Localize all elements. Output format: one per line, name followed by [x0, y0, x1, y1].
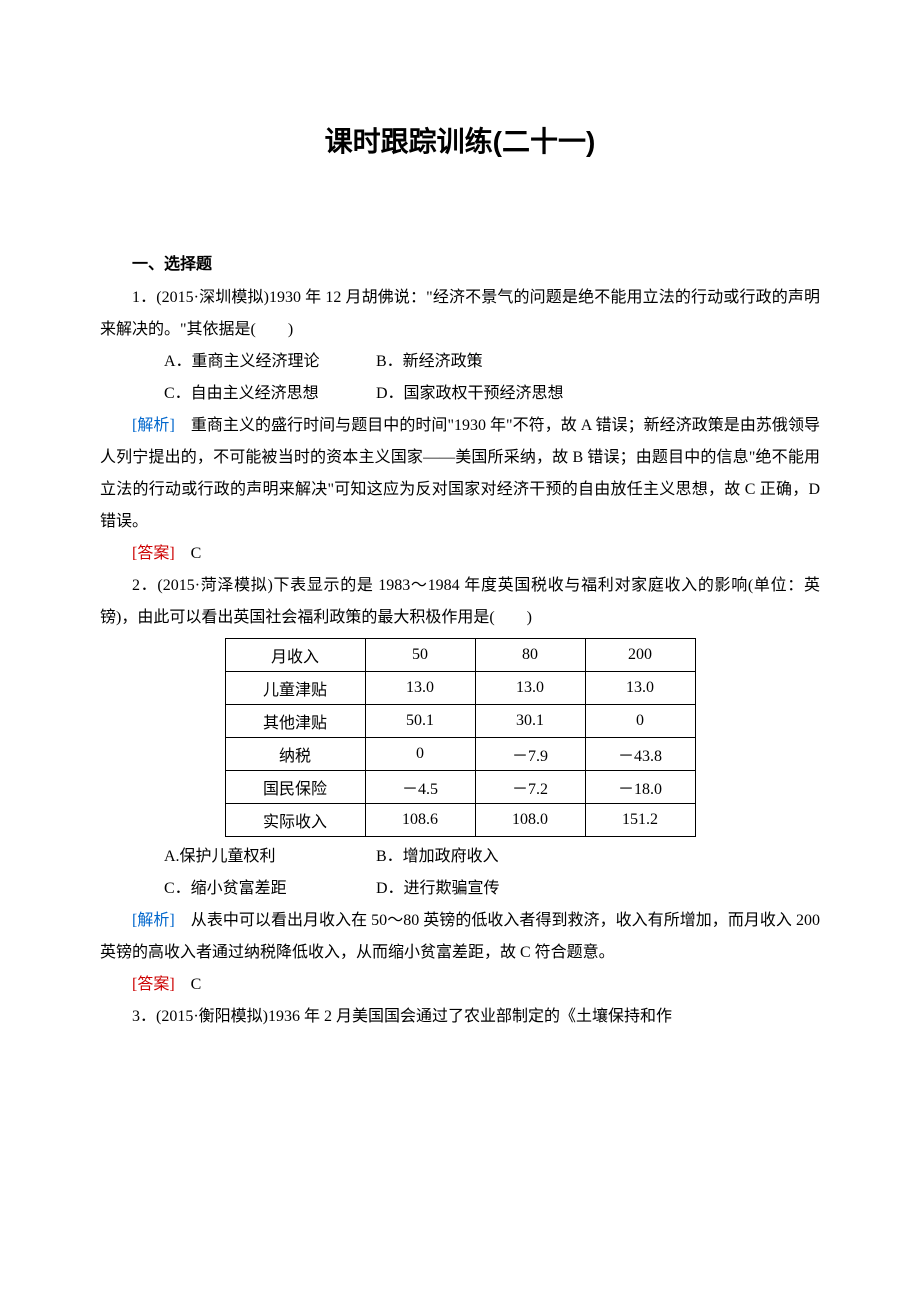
table-cell: －7.2 — [475, 771, 585, 804]
table-cell: 13.0 — [365, 672, 475, 705]
table-cell: －43.8 — [585, 738, 695, 771]
analysis-label: [解析] — [132, 417, 175, 434]
analysis-label: [解析] — [132, 912, 175, 929]
table-cell: 151.2 — [585, 804, 695, 837]
table-row: 其他津贴 50.1 30.1 0 — [225, 705, 695, 738]
q2-answer-text: C — [175, 976, 202, 993]
q1-stem: 1．(2015·深圳模拟)1930 年 12 月胡佛说："经济不景气的问题是绝不… — [100, 282, 820, 346]
table-cell: 纳税 — [225, 738, 365, 771]
q2-opts-row2: C．缩小贫富差距 D．进行欺骗宣传 — [100, 873, 820, 905]
table-row: 国民保险 －4.5 －7.2 －18.0 — [225, 771, 695, 804]
q1-opt-b: B．新经济政策 — [376, 353, 483, 370]
q1-opts-row1: A．重商主义经济理论 B．新经济政策 — [100, 346, 820, 378]
table-cell: －7.9 — [475, 738, 585, 771]
q1-analysis: [解析] 重商主义的盛行时间与题目中的时间"1930 年"不符，故 A 错误；新… — [100, 410, 820, 538]
q3-stem: 3．(2015·衡阳模拟)1936 年 2 月美国国会通过了农业部制定的《土壤保… — [100, 1001, 820, 1033]
q1-analysis-text: 重商主义的盛行时间与题目中的时间"1930 年"不符，故 A 错误；新经济政策是… — [100, 417, 820, 530]
table-cell: 实际收入 — [225, 804, 365, 837]
table-cell: 50 — [365, 639, 475, 672]
q2-analysis: [解析] 从表中可以看出月收入在 50～80 英镑的低收入者得到救济，收入有所增… — [100, 905, 820, 969]
q2-table: 月收入 50 80 200 儿童津贴 13.0 13.0 13.0 其他津贴 5… — [225, 638, 696, 837]
table-cell: －4.5 — [365, 771, 475, 804]
q1-opts-row2: C．自由主义经济思想 D．国家政权干预经济思想 — [100, 378, 820, 410]
table-cell: 其他津贴 — [225, 705, 365, 738]
q2-answer: [答案] C — [100, 969, 820, 1001]
page-title: 课时跟踪训练(二十一) — [100, 120, 820, 160]
q1-opt-c: C．自由主义经济思想 — [132, 378, 372, 410]
table-row: 实际收入 108.6 108.0 151.2 — [225, 804, 695, 837]
q2-stem: 2．(2015·菏泽模拟)下表显示的是 1983～1984 年度英国税收与福利对… — [100, 570, 820, 634]
table-cell: 200 — [585, 639, 695, 672]
table-header-row: 月收入 50 80 200 — [225, 639, 695, 672]
q1-opt-d: D．国家政权干预经济思想 — [376, 385, 564, 402]
q2-opt-b: B．增加政府收入 — [376, 848, 499, 865]
table-cell: 儿童津贴 — [225, 672, 365, 705]
q2-opt-a: A.保护儿童权利 — [132, 841, 372, 873]
table-cell: 50.1 — [365, 705, 475, 738]
q1-answer-text: C — [175, 545, 202, 562]
table-cell: 108.0 — [475, 804, 585, 837]
answer-label: [答案] — [132, 976, 175, 993]
q1-answer: [答案] C — [100, 538, 820, 570]
q2-opt-c: C．缩小贫富差距 — [132, 873, 372, 905]
answer-label: [答案] — [132, 545, 175, 562]
q2-opt-d: D．进行欺骗宣传 — [376, 880, 500, 897]
table-cell: 108.6 — [365, 804, 475, 837]
table-cell: 月收入 — [225, 639, 365, 672]
table-cell: 30.1 — [475, 705, 585, 738]
table-cell: 0 — [365, 738, 475, 771]
q1-opt-a: A．重商主义经济理论 — [132, 346, 372, 378]
table-row: 纳税 0 －7.9 －43.8 — [225, 738, 695, 771]
q2-opts-row1: A.保护儿童权利 B．增加政府收入 — [100, 841, 820, 873]
table-row: 儿童津贴 13.0 13.0 13.0 — [225, 672, 695, 705]
table-cell: 13.0 — [475, 672, 585, 705]
table-cell: 0 — [585, 705, 695, 738]
table-cell: 80 — [475, 639, 585, 672]
table-cell: －18.0 — [585, 771, 695, 804]
q2-analysis-text: 从表中可以看出月收入在 50～80 英镑的低收入者得到救济，收入有所增加，而月收… — [100, 912, 820, 961]
table-cell: 13.0 — [585, 672, 695, 705]
section-heading: 一、选择题 — [100, 250, 820, 274]
table-cell: 国民保险 — [225, 771, 365, 804]
